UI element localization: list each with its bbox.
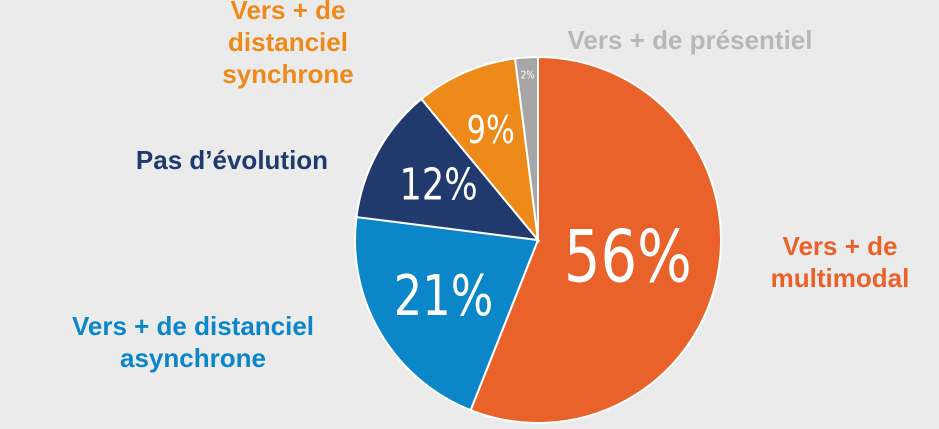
value-label: 2% xyxy=(521,70,535,82)
category-label: Vers + de distanciel asynchrone xyxy=(71,311,315,373)
pie-slice xyxy=(355,97,541,242)
pie-slice xyxy=(513,55,539,241)
pie-slice xyxy=(354,215,540,412)
pie-slice xyxy=(469,55,722,424)
category-label: Vers + de présentiel xyxy=(567,25,813,55)
pie-slice xyxy=(419,57,540,244)
category-label: Vers + de distanciel synchrone xyxy=(222,0,354,89)
value-label: 56% xyxy=(564,215,692,299)
value-label: 9% xyxy=(467,109,515,153)
value-label: 12% xyxy=(399,160,477,211)
value-label: 21% xyxy=(394,263,494,328)
category-label: Vers + de multimodal xyxy=(770,231,910,293)
category-label: Pas d’évolution xyxy=(135,145,329,175)
